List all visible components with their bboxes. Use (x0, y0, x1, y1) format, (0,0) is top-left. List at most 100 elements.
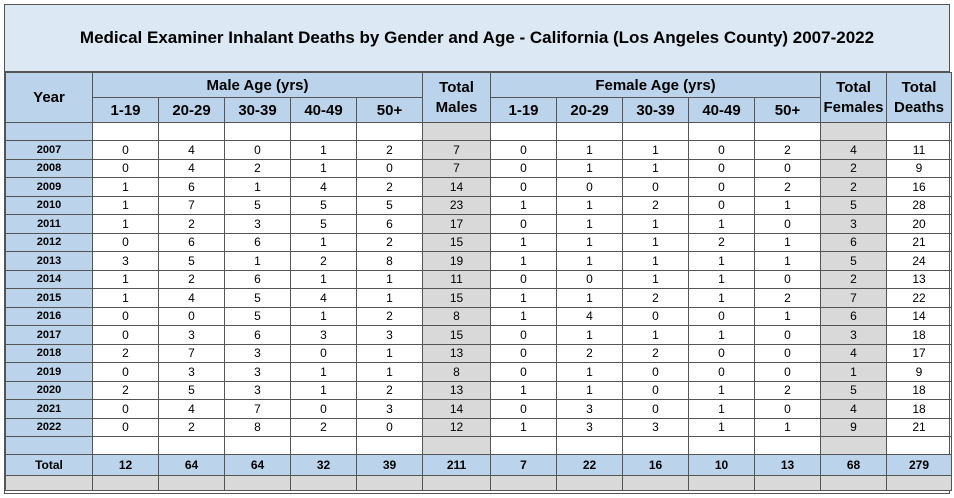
spacer-row (5, 122, 953, 141)
table-frame: Medical Examiner Inhalant Deaths by Gend… (4, 4, 953, 494)
table-row: 2008 0 4 2 1 0 7 0 1 1 0 0 2 9 (5, 158, 953, 178)
total-deaths-cell: 24 (886, 251, 953, 271)
female-count-cell: 1 (556, 325, 624, 345)
spacer-cell (355, 475, 424, 491)
female-count-cell: 0 (688, 140, 756, 160)
total-deaths-cell: 20 (886, 214, 953, 234)
female-count-cell: 0 (622, 380, 690, 400)
spacer-cell (556, 122, 624, 141)
female-count-cell: 0 (688, 306, 756, 326)
table-body: 2007 0 4 0 1 2 7 0 1 1 0 2 4 11 2008 0 4 2 1 0 7 0 1 1 0 0 2 9 2009 1… (5, 122, 953, 491)
female-count-cell: 1 (490, 232, 558, 252)
male-count-cell: 2 (158, 417, 225, 437)
male-count-cell: 1 (290, 362, 357, 382)
total-females-cell: 4 (820, 399, 888, 419)
female-age-bin-header: 20-29 (556, 97, 624, 123)
male-count-cell: 0 (158, 306, 225, 326)
female-count-cell: 0 (556, 269, 624, 289)
male-count-cell: 1 (92, 269, 159, 289)
spacer-cell (556, 475, 624, 491)
total-deaths-cell: 14 (886, 306, 953, 326)
female-count-cell: 0 (490, 362, 558, 382)
totals-label-cell: Total (5, 454, 93, 476)
male-count-cell: 1 (290, 306, 357, 326)
total-males-cell: 8 (422, 306, 492, 326)
female-count-cell: 0 (490, 177, 558, 197)
female-count-cell: 1 (490, 306, 558, 326)
male-total-cell: 12 (92, 454, 159, 476)
male-count-cell: 2 (224, 158, 291, 178)
male-count-cell: 6 (158, 177, 225, 197)
total-females-cell: 6 (820, 306, 888, 326)
female-count-cell: 2 (688, 232, 756, 252)
male-age-bin-header: 1-19 (92, 97, 159, 123)
spacer-cell (92, 475, 159, 491)
male-age-bin-header: 40-49 (290, 97, 357, 123)
male-count-cell: 2 (290, 251, 357, 271)
spacer-cell (355, 122, 424, 141)
total-deaths-cell: 11 (886, 140, 953, 160)
spacer-cell (820, 122, 888, 141)
male-count-cell: 3 (224, 362, 291, 382)
female-count-cell: 1 (490, 380, 558, 400)
year-cell: 2017 (5, 325, 93, 345)
spacer-cell (688, 475, 756, 491)
male-age-header: Male Age (yrs) (91, 72, 424, 98)
spacer-cell (355, 436, 424, 455)
male-count-cell: 2 (355, 232, 424, 252)
year-cell: 2008 (5, 158, 93, 178)
male-count-cell: 8 (224, 417, 291, 437)
male-count-cell: 5 (224, 288, 291, 308)
male-count-cell: 4 (158, 288, 225, 308)
spacer-cell (5, 475, 93, 491)
header-row-1: Year Male Age (yrs) Total Males Female A… (5, 72, 953, 123)
female-age-bin-header: 30-39 (622, 97, 690, 123)
male-count-cell: 1 (92, 288, 159, 308)
female-total-cell: 22 (556, 454, 624, 476)
female-count-cell: 2 (622, 288, 690, 308)
year-cell: 2015 (5, 288, 93, 308)
spacer-cell (820, 475, 888, 491)
male-count-cell: 5 (224, 195, 291, 215)
female-count-cell: 0 (622, 177, 690, 197)
male-count-cell: 0 (92, 306, 159, 326)
female-count-cell: 0 (754, 158, 822, 178)
female-count-cell: 1 (754, 195, 822, 215)
female-count-cell: 0 (754, 269, 822, 289)
year-cell: 2012 (5, 232, 93, 252)
female-count-cell: 1 (556, 214, 624, 234)
female-count-cell: 0 (490, 140, 558, 160)
total-females-header-line2: Females (823, 98, 884, 116)
male-count-cell: 6 (355, 214, 424, 234)
female-count-cell: 1 (556, 158, 624, 178)
total-males-cell: 15 (422, 288, 492, 308)
female-count-cell: 1 (754, 417, 822, 437)
total-males-cell: 7 (422, 158, 492, 178)
spacer-cell (158, 475, 225, 491)
spacer-cell (290, 475, 357, 491)
male-count-cell: 1 (290, 269, 357, 289)
spacer-cell (754, 475, 822, 491)
female-total-cell: 13 (754, 454, 822, 476)
grand-total-females-cell: 68 (820, 454, 888, 476)
female-total-cell: 7 (490, 454, 558, 476)
female-count-cell: 1 (556, 380, 624, 400)
spacer-cell (224, 475, 291, 491)
total-females-cell: 2 (820, 158, 888, 178)
male-count-cell: 5 (224, 306, 291, 326)
female-count-cell: 0 (688, 362, 756, 382)
male-age-bin-header: 20-29 (158, 97, 225, 123)
spacer-cell (224, 436, 291, 455)
male-count-cell: 0 (92, 158, 159, 178)
female-count-cell: 2 (754, 177, 822, 197)
year-cell: 2021 (5, 399, 93, 419)
female-count-cell: 1 (556, 195, 624, 215)
female-count-cell: 1 (622, 251, 690, 271)
female-count-cell: 1 (622, 158, 690, 178)
male-age-bin-header: 30-39 (224, 97, 291, 123)
year-cell: 2007 (5, 140, 93, 160)
male-count-cell: 0 (92, 417, 159, 437)
table-row: 2010 1 7 5 5 5 23 1 1 2 0 1 5 28 (5, 195, 953, 215)
spacer-cell (158, 436, 225, 455)
spacer-cell (5, 436, 93, 455)
